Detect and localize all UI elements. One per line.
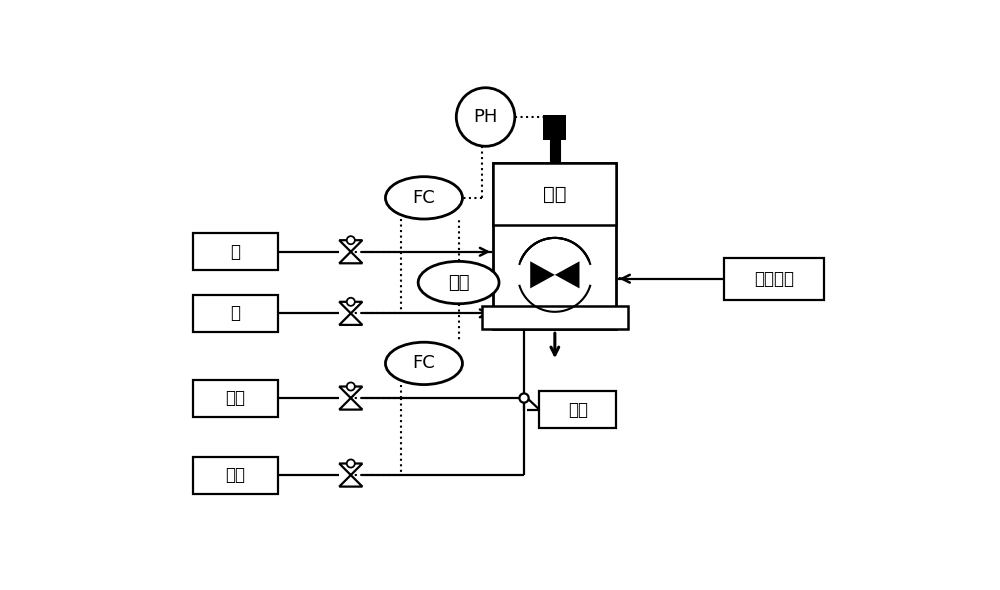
Circle shape — [347, 382, 355, 391]
Text: FC: FC — [413, 189, 435, 207]
Text: 温度: 温度 — [448, 274, 469, 291]
Polygon shape — [339, 464, 362, 475]
Circle shape — [347, 298, 355, 306]
Polygon shape — [339, 386, 362, 398]
Text: PH: PH — [473, 108, 498, 126]
Circle shape — [456, 88, 515, 146]
Ellipse shape — [385, 342, 462, 385]
Bar — [539, 391, 616, 428]
Polygon shape — [339, 302, 362, 313]
Text: 酸: 酸 — [230, 242, 240, 261]
Text: 空气: 空气 — [568, 401, 588, 418]
Bar — [193, 457, 278, 493]
Ellipse shape — [385, 176, 462, 219]
Bar — [193, 379, 278, 417]
Bar — [193, 295, 278, 332]
Bar — [724, 257, 824, 300]
Polygon shape — [530, 261, 555, 289]
Bar — [193, 233, 278, 270]
Circle shape — [347, 236, 355, 244]
Text: 培养基罐: 培养基罐 — [754, 270, 794, 288]
Ellipse shape — [418, 261, 499, 304]
Circle shape — [519, 394, 529, 402]
Bar — [482, 306, 628, 329]
Polygon shape — [339, 475, 362, 487]
Polygon shape — [555, 261, 579, 289]
Text: 热水: 热水 — [225, 466, 245, 484]
Text: 碱: 碱 — [230, 304, 240, 322]
Text: FC: FC — [413, 355, 435, 372]
Text: 冷水: 冷水 — [225, 389, 245, 407]
Polygon shape — [339, 313, 362, 325]
Polygon shape — [339, 240, 362, 252]
Bar — [493, 163, 616, 329]
Circle shape — [347, 460, 355, 467]
Bar — [493, 163, 616, 225]
Polygon shape — [339, 252, 362, 263]
Bar — [543, 116, 566, 140]
Polygon shape — [339, 398, 362, 409]
Text: 发酵: 发酵 — [543, 185, 567, 204]
